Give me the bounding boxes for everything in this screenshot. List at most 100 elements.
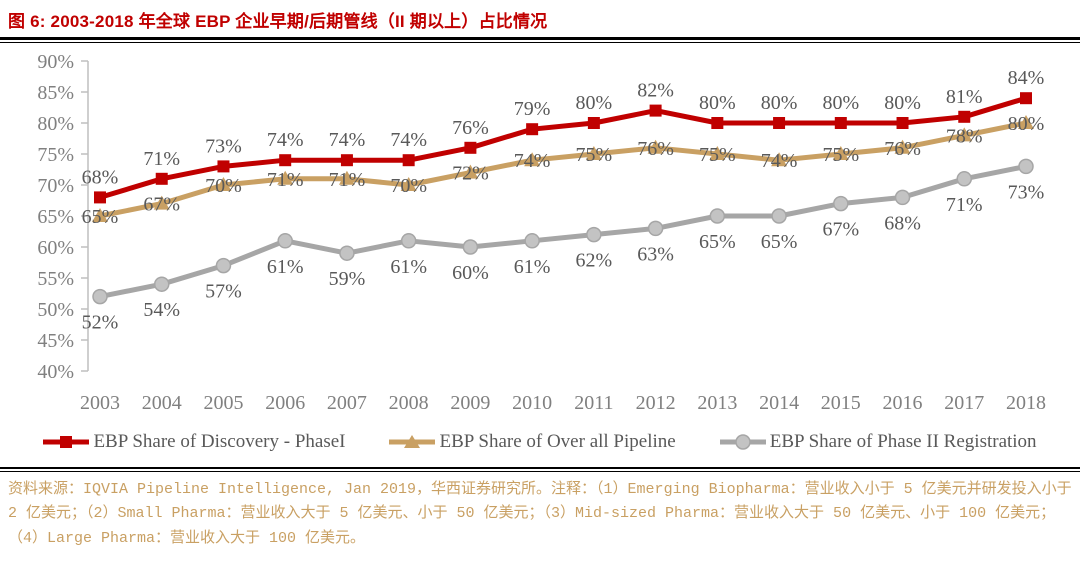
data-point-label: 61% [514,256,551,278]
data-point-marker [833,195,849,212]
data-point-label: 74% [514,150,551,172]
data-point-label: 65% [761,231,798,253]
circle-legend-marker-icon [719,434,766,450]
title-divider [0,37,1080,43]
data-point-marker [462,164,479,179]
figure-title: 图 6: 2003-2018 年全球 EBP 企业早期/后期管线（II 期以上）… [8,12,548,31]
data-point-label: 73% [1008,181,1045,203]
data-point-label: 52% [82,312,119,334]
data-point-label: 71% [143,148,180,170]
data-point-marker [773,117,786,129]
legend-item: EBP Share of Phase II Registration [719,431,1037,453]
data-point-label: 75% [576,144,613,166]
data-point-marker [1020,92,1032,105]
data-point-label: 65% [82,206,119,228]
data-point-label: 80% [822,92,859,114]
data-point-marker [896,117,909,129]
data-point-marker [832,146,849,160]
data-point-marker [771,208,787,224]
data-point-label: 79% [514,98,551,120]
data-point-marker [339,245,355,261]
data-point-marker [647,220,664,237]
data-point-marker [155,172,168,185]
data-point-marker [834,117,847,129]
x-axis-tick-label: 2006 [265,392,305,414]
data-point-label: 60% [452,262,489,284]
data-point-marker [215,177,232,191]
data-point-marker [338,170,355,185]
data-point-marker [524,233,540,249]
data-point-marker [894,189,911,206]
data-point-label: 61% [390,256,427,278]
data-point-marker [277,233,293,249]
series-line [99,95,1027,200]
data-point-label: 71% [946,194,983,216]
y-axis-tick-label: 55% [37,268,74,290]
data-point-marker [956,127,973,142]
data-point-label: 62% [576,250,613,272]
y-axis-tick-label: 75% [37,144,74,166]
data-point-marker [400,177,417,191]
data-point-label: 67% [822,219,859,241]
x-axis-tick-label: 2008 [389,392,429,414]
data-point-marker [587,117,600,129]
data-point-marker [894,139,911,154]
line-chart: 40% 45% 50% 55% 60% 65% 70% 75% 80% 85% 90% 2003 200… [0,45,1080,423]
data-point-label: 61% [267,256,304,278]
data-point-label: 59% [329,268,366,290]
data-point-label: 75% [822,144,859,166]
data-point-label: 82% [637,80,674,102]
legend-item-label: EBP Share of Over all Pipeline [439,431,676,452]
data-point-label: 74% [329,129,366,151]
line-chart-canvas: 40% 45% 50% 55% 60% 65% 70% 75% 80% 85% 90% 2003 200… [37,51,1046,414]
x-axis-tick-label: 2013 [697,392,737,414]
data-point-marker [524,152,541,167]
data-point-marker [215,257,232,274]
x-axis-tick-label: 2005 [203,392,243,414]
data-point-marker [217,160,230,173]
data-point-marker [400,233,417,249]
data-point-label: 78% [946,125,983,147]
data-point-marker [402,154,415,167]
x-axis-tick-label: 2016 [883,392,923,414]
data-point-label: 76% [884,138,921,160]
data-point-label: 73% [205,135,242,157]
data-point-label: 75% [699,144,736,166]
x-axis-tick-label: 2009 [450,392,490,414]
data-point-marker [92,288,108,305]
series-line [99,163,1027,300]
data-point-marker [1018,115,1034,129]
data-point-marker [586,226,602,243]
data-point-label: 65% [699,231,736,253]
data-point-label: 54% [143,299,180,321]
data-point-marker [153,195,170,210]
series-line [99,120,1027,219]
legend-item: EBP Share of Discovery - PhaseI [43,431,345,453]
legend-item-label: EBP Share of Discovery - PhaseI [93,431,346,452]
data-point-label: 74% [761,150,798,172]
data-point-marker [462,239,479,255]
data-point-label: 74% [390,129,427,151]
data-point-label: 76% [637,138,674,160]
triangle-legend-marker-icon [389,435,436,448]
data-point-label: 70% [205,175,242,197]
x-axis-tick-label: 2015 [821,392,861,414]
data-point-label: 72% [452,163,489,185]
legend-item: EBP Share of Over all Pipeline [389,431,676,453]
data-point-marker [585,146,602,160]
y-axis-tick-label: 65% [37,206,74,228]
data-point-marker [711,117,724,129]
data-point-label: 63% [637,243,674,265]
data-point-marker [709,208,726,224]
x-axis-tick-label: 2010 [512,392,552,414]
data-point-label: 80% [1008,113,1045,135]
data-point-marker [1018,158,1034,175]
data-point-marker [340,154,353,167]
chart-legend: EBP Share of Discovery - PhaseI EBP Share… [0,425,1080,459]
legend-item-label: EBP Share of Phase II Registration [769,431,1037,452]
data-point-label: 71% [267,169,304,191]
data-point-marker [647,139,664,154]
y-axis-tick-label: 60% [37,237,74,259]
y-axis-tick-label: 80% [37,113,74,135]
